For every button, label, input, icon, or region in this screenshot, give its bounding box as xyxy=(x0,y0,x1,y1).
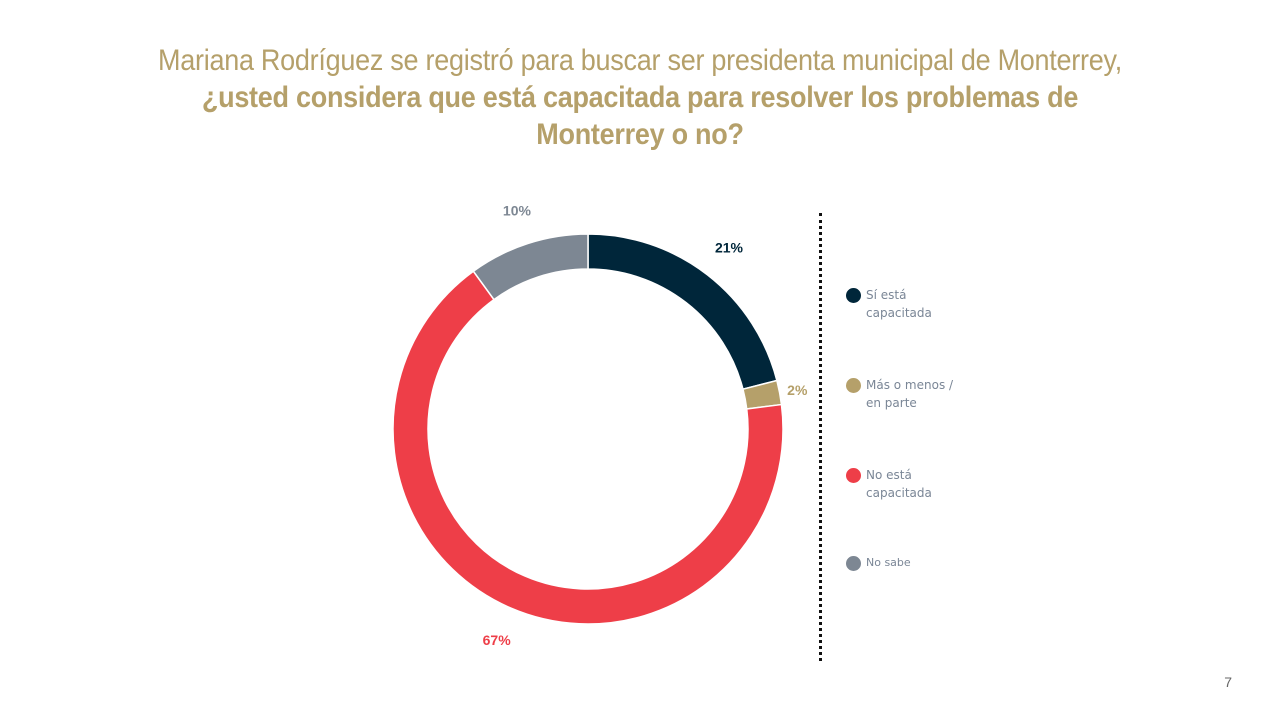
slice-no-capacitada xyxy=(392,270,784,625)
value-label-si-capacitada: 21% xyxy=(715,239,744,255)
page-number: 7 xyxy=(1224,674,1232,690)
value-label-mas-o-menos: 2% xyxy=(787,382,808,398)
legend-swatch-mas-o-menos xyxy=(846,378,861,393)
chart-title: Mariana Rodríguez se registró para busca… xyxy=(145,42,1135,153)
legend-label-si-capacitada: Sí está capacitada xyxy=(866,288,932,320)
value-label-no-capacitada: 67% xyxy=(483,632,512,648)
slice-si-capacitada xyxy=(587,233,778,391)
legend-label-mas-o-menos: Más o menos / en parte xyxy=(866,378,954,410)
value-label-no-sabe: 10% xyxy=(503,202,532,218)
slice-no-sabe xyxy=(472,233,589,301)
legend-swatch-si-capacitada xyxy=(846,288,861,303)
legend-swatch-no-capacitada xyxy=(846,468,861,483)
legend-label-no-capacitada: No está capacitada xyxy=(866,468,932,500)
title-normal-text: Mariana Rodríguez se registró para busca… xyxy=(158,44,1122,77)
title-bold-question: ¿usted considera que está capacitada par… xyxy=(201,81,1079,151)
legend-divider xyxy=(819,213,822,661)
legend-swatch-no-sabe xyxy=(846,556,861,571)
legend-label-no-sabe: No sabe xyxy=(866,556,911,569)
